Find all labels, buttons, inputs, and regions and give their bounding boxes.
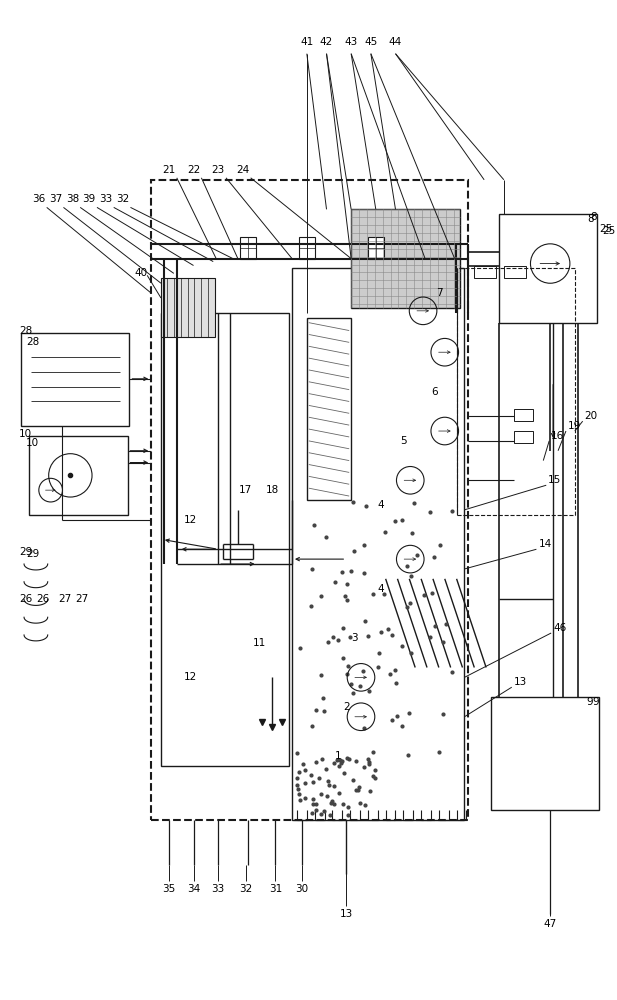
Text: 21: 21 bbox=[162, 165, 175, 175]
Bar bbox=[161, 313, 289, 766]
Text: 25: 25 bbox=[602, 226, 616, 236]
Text: 11: 11 bbox=[253, 638, 266, 648]
Text: 3: 3 bbox=[351, 633, 357, 643]
Text: 33: 33 bbox=[99, 194, 112, 204]
Text: 44: 44 bbox=[389, 37, 402, 47]
Text: 23: 23 bbox=[212, 165, 225, 175]
Bar bbox=[368, 237, 384, 259]
Text: 34: 34 bbox=[187, 884, 200, 894]
Text: 9: 9 bbox=[587, 697, 594, 707]
Text: 13: 13 bbox=[514, 677, 527, 687]
Bar bbox=[307, 318, 351, 500]
Bar bbox=[299, 237, 315, 259]
Text: 25: 25 bbox=[600, 224, 613, 234]
Text: 27: 27 bbox=[59, 594, 72, 604]
Bar bbox=[240, 237, 255, 259]
Text: 30: 30 bbox=[296, 884, 308, 894]
Text: 4: 4 bbox=[378, 584, 384, 594]
Text: 37: 37 bbox=[49, 194, 62, 204]
Bar bbox=[21, 333, 130, 426]
Text: 7: 7 bbox=[436, 288, 443, 298]
Text: 32: 32 bbox=[239, 884, 252, 894]
Text: 31: 31 bbox=[268, 884, 282, 894]
Text: 43: 43 bbox=[344, 37, 358, 47]
Text: 12: 12 bbox=[184, 515, 197, 525]
Text: 28: 28 bbox=[19, 326, 32, 336]
Bar bbox=[474, 266, 496, 278]
Text: 15: 15 bbox=[549, 475, 561, 485]
Text: 42: 42 bbox=[320, 37, 333, 47]
Text: 10: 10 bbox=[26, 438, 39, 448]
Text: 17: 17 bbox=[239, 485, 252, 495]
Text: 6: 6 bbox=[431, 387, 438, 397]
Text: 46: 46 bbox=[553, 623, 566, 633]
Text: 32: 32 bbox=[116, 194, 129, 204]
Text: 36: 36 bbox=[32, 194, 46, 204]
Text: 27: 27 bbox=[75, 594, 88, 604]
Text: 13: 13 bbox=[339, 909, 353, 919]
Text: 8: 8 bbox=[587, 214, 594, 224]
Bar bbox=[351, 209, 460, 308]
Text: 29: 29 bbox=[26, 549, 39, 559]
Text: 39: 39 bbox=[83, 194, 96, 204]
Text: 1: 1 bbox=[335, 751, 342, 761]
Text: 41: 41 bbox=[300, 37, 313, 47]
Text: 47: 47 bbox=[544, 919, 557, 929]
Text: 20: 20 bbox=[585, 411, 598, 421]
Text: 9: 9 bbox=[592, 697, 599, 707]
Text: 29: 29 bbox=[19, 547, 32, 557]
Bar bbox=[504, 266, 526, 278]
Bar bbox=[514, 431, 534, 443]
Text: 2: 2 bbox=[343, 702, 350, 712]
Text: 45: 45 bbox=[364, 37, 378, 47]
Text: 10: 10 bbox=[19, 429, 32, 439]
Text: 33: 33 bbox=[212, 884, 225, 894]
Text: 22: 22 bbox=[187, 165, 200, 175]
Text: 18: 18 bbox=[266, 485, 279, 495]
Text: 26: 26 bbox=[19, 594, 32, 604]
Bar bbox=[161, 278, 215, 337]
Text: 40: 40 bbox=[134, 268, 147, 278]
Bar bbox=[29, 436, 128, 515]
Text: 35: 35 bbox=[162, 884, 175, 894]
Text: 19: 19 bbox=[568, 421, 581, 431]
Text: 14: 14 bbox=[539, 539, 552, 549]
Bar bbox=[491, 697, 600, 810]
Text: 12: 12 bbox=[184, 672, 197, 682]
Bar bbox=[499, 214, 597, 323]
Bar bbox=[151, 180, 468, 820]
Bar bbox=[457, 268, 575, 515]
Text: 8: 8 bbox=[590, 212, 597, 222]
Text: 5: 5 bbox=[400, 436, 407, 446]
Text: 28: 28 bbox=[26, 337, 39, 347]
Text: 4: 4 bbox=[378, 500, 384, 510]
Bar bbox=[514, 409, 534, 421]
Bar bbox=[292, 268, 465, 820]
Text: 16: 16 bbox=[551, 431, 565, 441]
Text: 24: 24 bbox=[236, 165, 249, 175]
Text: 38: 38 bbox=[65, 194, 79, 204]
Text: 26: 26 bbox=[36, 594, 49, 604]
